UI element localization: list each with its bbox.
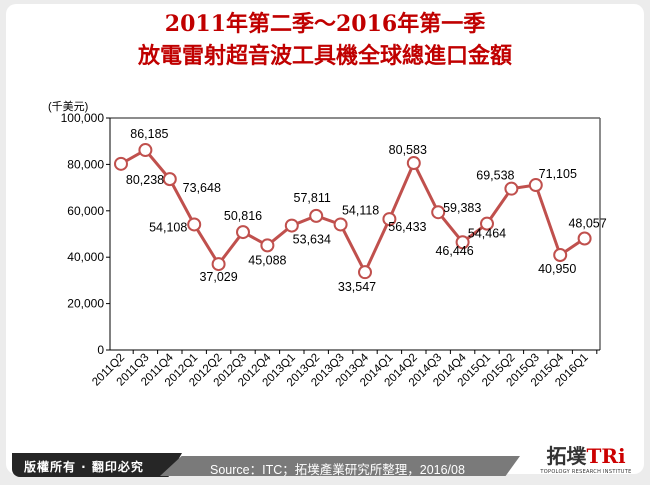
- logo-main: 拓墣: [546, 444, 587, 468]
- data-label: 50,816: [224, 209, 262, 223]
- data-point: [528, 178, 543, 193]
- y-tick-label: 100,000: [61, 111, 105, 125]
- data-label: 53,634: [293, 233, 331, 247]
- data-point: [162, 172, 177, 187]
- data-point: [382, 212, 397, 227]
- footer-gray-band: [160, 456, 520, 476]
- y-tick-label: 40,000: [67, 250, 104, 264]
- data-label: 69,538: [476, 169, 514, 183]
- chart-title-line2: 放電雷射超音波工具機全球總進口金額: [137, 43, 512, 69]
- copyright-text: 版權所有 · 翻印必究: [24, 460, 144, 474]
- chart-title-line1: 2011年第二季～2016年第一季: [164, 11, 486, 37]
- data-label: 40,950: [538, 262, 576, 276]
- data-label: 57,811: [294, 191, 331, 205]
- data-point: [431, 205, 446, 220]
- data-label: 80,238: [126, 173, 164, 187]
- data-point: [309, 208, 324, 223]
- tri-logo: 拓墣TRi TOPOLOGY RESEARCH INSTITUTE: [536, 440, 636, 475]
- y-tick-label: 0: [97, 343, 104, 357]
- data-point: [333, 217, 348, 232]
- data-label: 73,648: [183, 181, 221, 195]
- data-point: [504, 181, 519, 196]
- data-point: [187, 217, 202, 232]
- data-label: 56,433: [388, 220, 426, 234]
- data-label: 48,057: [568, 217, 606, 231]
- data-point: [406, 156, 421, 171]
- data-label: 59,383: [443, 201, 481, 215]
- series-line: [120, 148, 586, 276]
- slide-card: [6, 4, 644, 474]
- data-point: [260, 238, 275, 253]
- data-label: 54,464: [468, 227, 506, 241]
- data-label: 54,108: [149, 220, 187, 234]
- data-point: [455, 235, 470, 250]
- data-label: 37,029: [199, 270, 237, 284]
- data-label: 86,185: [130, 127, 168, 141]
- y-axis-label: (千美元): [48, 100, 88, 113]
- data-label: 54,118: [342, 203, 379, 217]
- logo-accent: TRi: [586, 444, 626, 468]
- data-point: [138, 143, 153, 158]
- data-point: [577, 231, 592, 246]
- logo-sub: TOPOLOGY RESEARCH INSTITUTE: [540, 469, 632, 475]
- data-label: 46,446: [435, 244, 473, 258]
- data-point: [553, 247, 568, 262]
- y-tick-label: 20,000: [67, 297, 104, 311]
- data-point: [211, 257, 226, 272]
- source-text: Source：ITC；拓墣產業研究所整理，2016/08: [210, 463, 465, 477]
- data-point: [236, 225, 250, 240]
- y-tick-label: 60,000: [67, 204, 104, 218]
- y-tick-label: 80,000: [67, 157, 104, 171]
- footer-dark-band: [12, 453, 182, 477]
- data-point: [358, 265, 372, 280]
- data-point: [480, 216, 494, 231]
- data-label: 71,105: [539, 167, 577, 181]
- data-point: [114, 156, 128, 171]
- data-label: 80,583: [389, 143, 427, 157]
- data-label: 45,088: [248, 253, 286, 267]
- data-label: 33,547: [338, 280, 376, 294]
- line-chart: (千美元)020,00040,00060,00080,000100,000201…: [48, 100, 607, 389]
- data-point: [284, 218, 299, 233]
